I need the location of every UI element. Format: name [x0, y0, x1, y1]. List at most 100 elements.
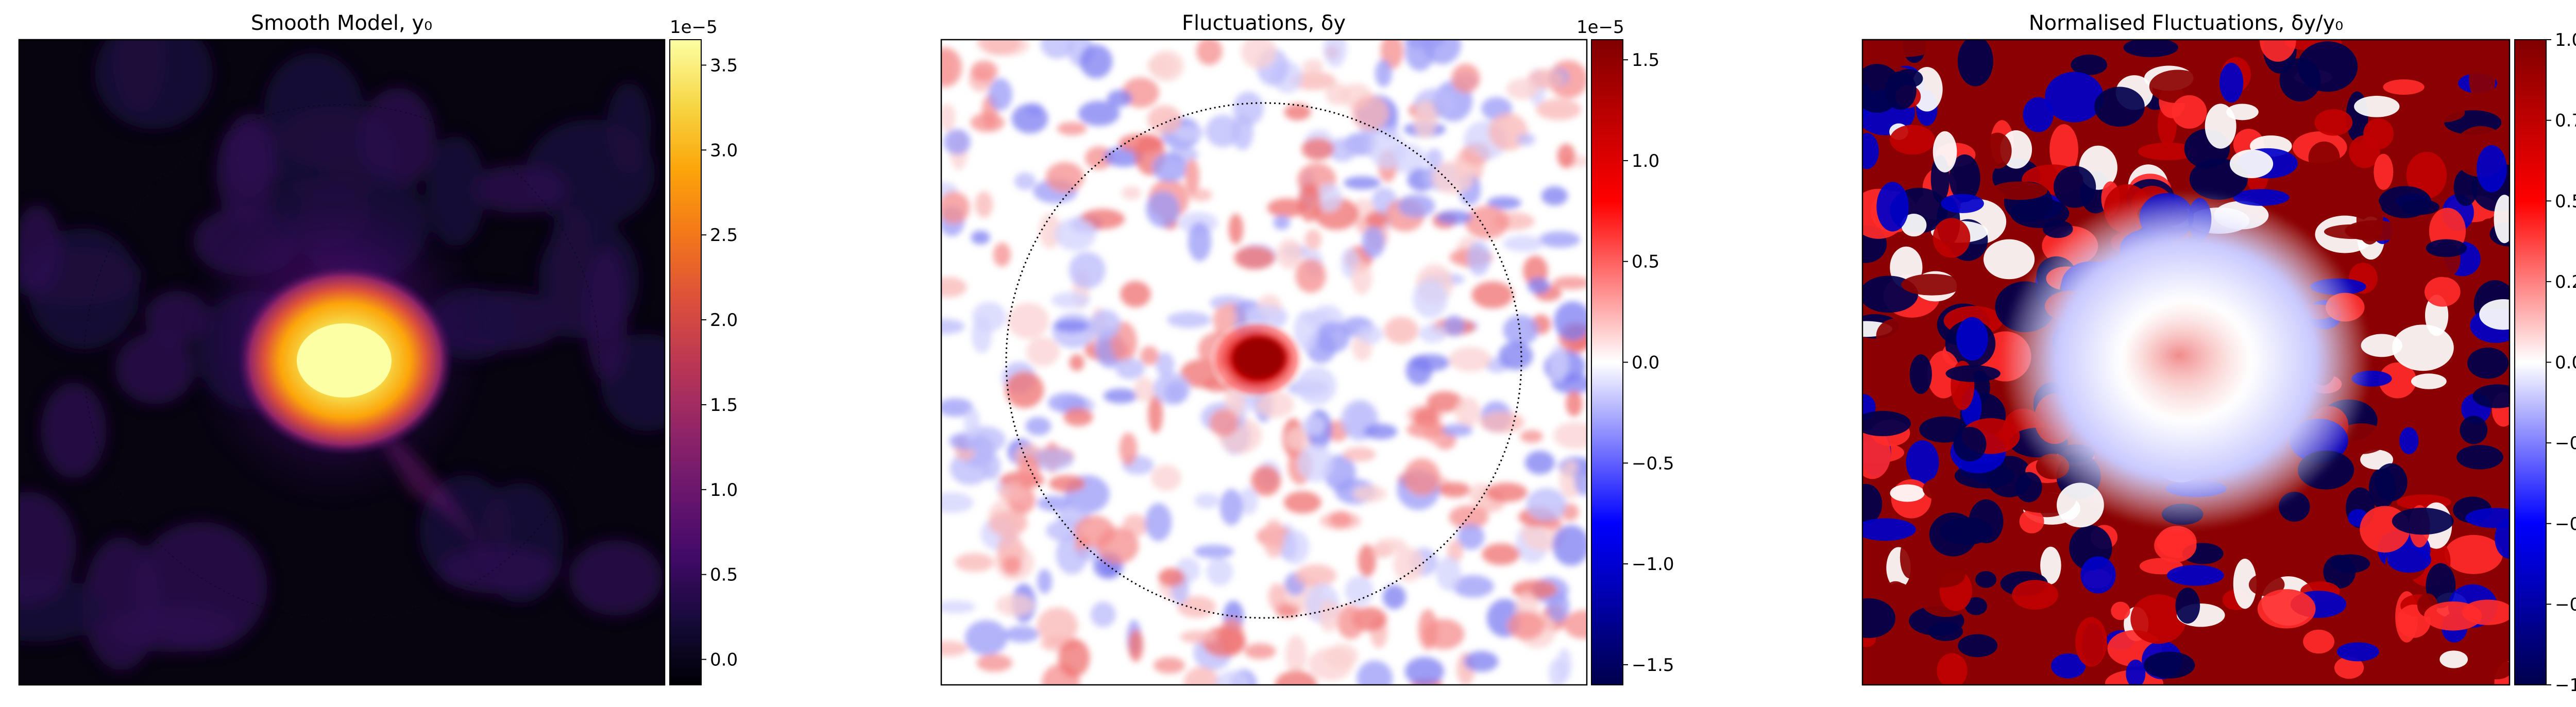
texture-blob	[1058, 638, 1090, 678]
texture-blob	[2080, 556, 2116, 594]
texture-blob	[1069, 354, 1084, 371]
texture-blob	[1574, 463, 1587, 496]
texture-blob	[1096, 527, 1139, 564]
panel1-frame	[18, 39, 666, 686]
texture-blob	[1037, 607, 1078, 645]
texture-blob	[470, 165, 567, 214]
texture-blob	[2094, 87, 2145, 127]
texture-blob	[2406, 151, 2447, 199]
texture-blob	[1901, 273, 1963, 296]
texture-blob	[2379, 362, 2417, 399]
texture-blob	[1862, 518, 1916, 541]
texture-blob	[1480, 411, 1524, 433]
texture-blob	[2424, 601, 2482, 631]
texture-blob	[1862, 484, 1883, 524]
texture-blob	[1128, 629, 1144, 662]
texture-blob	[1194, 544, 1234, 559]
texture-blob	[1002, 556, 1022, 576]
texture-blob	[988, 78, 1012, 111]
texture-blob	[606, 82, 651, 174]
texture-blob	[1209, 409, 1239, 437]
texture-blob	[1233, 92, 1264, 126]
texture-blob	[1436, 556, 1462, 591]
texture-blob	[998, 482, 1026, 503]
texture-blob	[971, 60, 998, 82]
texture-blob	[1467, 241, 1490, 276]
texture-blob	[1120, 281, 1151, 307]
texture-blob	[1146, 191, 1180, 228]
texture-blob	[1403, 458, 1440, 496]
texture-blob	[2392, 507, 2454, 535]
texture-blob	[2219, 62, 2244, 103]
texture-blob	[1928, 622, 1963, 641]
texture-blob	[1103, 388, 1138, 404]
texture-blob	[1541, 186, 1568, 206]
texture-blob	[1485, 482, 1528, 503]
texture-blob	[941, 47, 962, 88]
texture-blob	[1319, 600, 1338, 633]
texture-blob	[1549, 345, 1568, 382]
texture-blob	[1325, 82, 1350, 106]
texture-blob	[1078, 100, 1120, 126]
texture-blob	[1037, 569, 1053, 594]
texture-blob	[2411, 373, 2447, 389]
texture-blob	[1443, 315, 1465, 337]
texture-blob	[1336, 605, 1365, 640]
panel3-title: Normalised Fluctuations, δy/y₀	[2029, 11, 2344, 35]
texture-blob	[2495, 518, 2510, 559]
texture-blob	[2257, 589, 2316, 629]
texture-blob	[1153, 372, 1191, 405]
texture-blob	[1364, 423, 1398, 440]
texture-blob	[1119, 433, 1138, 465]
texture-blob	[993, 243, 1011, 267]
texture-blob	[1528, 68, 1565, 89]
texture-blob	[1358, 544, 1377, 577]
texture-blob	[2023, 97, 2054, 132]
colorbar-tick-label: −1.0	[1632, 554, 1674, 575]
texture-blob	[1295, 258, 1326, 293]
texture-blob	[1285, 634, 1307, 675]
texture-blob	[1375, 538, 1407, 553]
texture-blob	[1055, 217, 1096, 251]
texture-blob	[569, 540, 663, 616]
texture-blob	[2130, 594, 2187, 644]
texture-blob	[1956, 317, 1988, 361]
texture-blob	[1457, 524, 1485, 550]
texture-blob	[1909, 354, 1932, 394]
texture-blob	[1933, 218, 1971, 258]
texture-blob	[1298, 183, 1321, 222]
texture-blob	[2360, 450, 2394, 470]
colorbar-tick-label: −0.50	[2555, 514, 2576, 534]
texture-blob	[972, 301, 1006, 332]
texture-blob	[1953, 426, 1987, 462]
texture-blob	[2051, 653, 2086, 679]
texture-blob	[1206, 114, 1241, 148]
texture-blob	[1362, 226, 1385, 258]
texture-blob	[2456, 445, 2503, 470]
texture-blob	[2494, 195, 2510, 244]
texture-blob	[1449, 347, 1492, 372]
texture-blob	[1175, 124, 1205, 140]
texture-blob	[1526, 488, 1567, 522]
texture-blob	[1566, 390, 1583, 417]
texture-blob	[1527, 277, 1550, 295]
texture-blob	[2467, 347, 2509, 379]
texture-blob	[2361, 334, 2403, 357]
texture-blob	[1557, 144, 1575, 168]
texture-blob	[1958, 634, 1998, 658]
texture-blob	[975, 191, 993, 218]
texture-blob	[965, 620, 1008, 656]
texture-blob	[1890, 125, 1935, 155]
texture-blob	[2425, 277, 2461, 307]
texture-blob	[1957, 40, 1993, 87]
texture-blob	[1423, 618, 1465, 650]
texture-blob	[134, 522, 267, 651]
texture-blob	[1134, 377, 1154, 402]
texture-blob	[1184, 158, 1199, 195]
texture-blob	[1057, 122, 1087, 135]
texture-blob	[2369, 564, 2394, 603]
texture-blob	[1147, 105, 1182, 134]
texture-blob	[1295, 564, 1337, 587]
texture-blob	[1875, 40, 1937, 57]
texture-blob	[2143, 651, 2195, 679]
